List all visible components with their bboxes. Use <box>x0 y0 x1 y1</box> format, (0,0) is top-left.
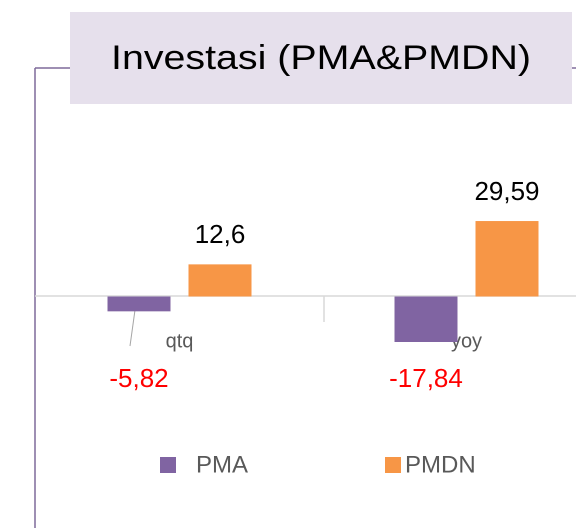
legend-swatch <box>385 457 401 473</box>
leader-line <box>129 309 136 347</box>
bar <box>475 221 539 297</box>
bar <box>394 296 458 342</box>
data-label: 12,6 <box>195 219 246 249</box>
title-box <box>70 12 572 104</box>
data-label: -5,82 <box>109 363 168 393</box>
x-tick-label: qtq <box>166 330 194 352</box>
legend-label: PMDN <box>405 451 476 478</box>
legend-label: PMA <box>196 451 248 478</box>
bar <box>107 296 171 312</box>
legend-swatch <box>160 457 176 473</box>
data-label: -17,84 <box>389 363 463 393</box>
data-label: 29,59 <box>474 176 539 206</box>
x-tick-label: yoy <box>451 330 482 352</box>
bar <box>188 264 252 297</box>
chart-title: Investasi (PMA&PMDN) <box>111 39 531 77</box>
